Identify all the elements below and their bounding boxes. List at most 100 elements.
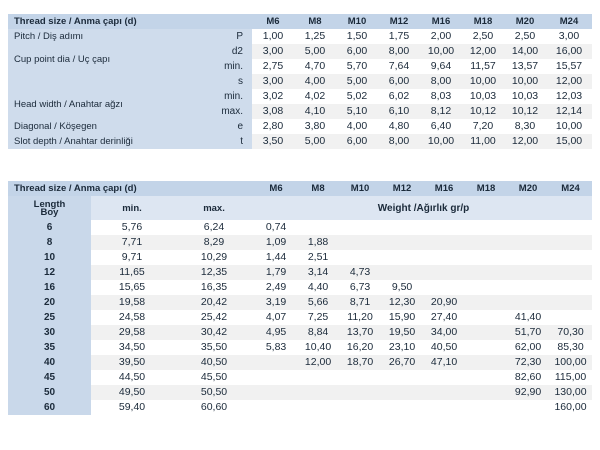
spec-value: 6,10 xyxy=(378,104,420,119)
spec-value: 5,00 xyxy=(294,134,336,149)
spec-value: 4,80 xyxy=(378,119,420,134)
weight-thread-size-header-M12: M12 xyxy=(381,181,424,196)
thread-table-bottom-rule xyxy=(8,149,592,151)
length-min-value: 9,71 xyxy=(91,250,173,265)
spec-value: 5,02 xyxy=(336,89,378,104)
spec-value: 8,30 xyxy=(504,119,546,134)
spec-value: 5,00 xyxy=(336,74,378,89)
length-header: Length Boy xyxy=(8,196,91,220)
weight-value xyxy=(381,235,424,250)
spec-value: 10,12 xyxy=(504,104,546,119)
spec-value: 12,00 xyxy=(462,44,504,59)
spec-value: 10,00 xyxy=(546,119,592,134)
spec-value: 8,00 xyxy=(420,74,462,89)
thread-table-row: min. 2,75 4,70 5,70 7,64 9,64 11,57 13,57 15,57 xyxy=(8,59,592,74)
weight-value: 2,51 xyxy=(297,250,340,265)
weight-value xyxy=(297,385,340,400)
length-value: 25 xyxy=(8,310,91,325)
spec-value: 3,50 xyxy=(252,134,294,149)
weight-value xyxy=(465,250,508,265)
weight-value xyxy=(339,235,382,250)
spec-value: 3,08 xyxy=(252,104,294,119)
weight-value: 4,07 xyxy=(255,310,298,325)
weight-value: 2,49 xyxy=(255,280,298,295)
spec-value: 11,00 xyxy=(462,134,504,149)
weight-value xyxy=(465,265,508,280)
weight-value xyxy=(423,280,466,295)
weight-value xyxy=(465,385,508,400)
weight-table-row: 16 15,65 16,35 2,49 4,40 6,73 9,50 xyxy=(8,280,593,295)
spec-value: 7,64 xyxy=(378,59,420,74)
weight-value: 130,00 xyxy=(549,385,593,400)
weight-table-row: 12 11,65 12,35 1,79 3,14 4,73 xyxy=(8,265,593,280)
spec-value: 6,02 xyxy=(378,89,420,104)
thread-table-row: Pitch / Diş adımı P 1,00 1,25 1,50 1,75 2,00 2,… xyxy=(8,29,592,44)
spec-label: Pitch / Diş adımı xyxy=(8,29,204,44)
spec-value: 6,40 xyxy=(420,119,462,134)
weight-value xyxy=(465,340,508,355)
spec-value: 2,75 xyxy=(252,59,294,74)
thread-size-header-M6: M6 xyxy=(252,14,294,29)
spec-value: 10,12 xyxy=(462,104,504,119)
spec-value: 15,00 xyxy=(546,134,592,149)
thread-table-row: Slot depth / Anahtar derinliği t 3,50 5,00 6… xyxy=(8,134,592,149)
weight-value xyxy=(381,250,424,265)
spec-value: 6,00 xyxy=(378,74,420,89)
weight-value: 9,50 xyxy=(381,280,424,295)
weight-value xyxy=(549,295,593,310)
weight-table-subheader-row: Length Boy min. max. Weight /Ağırlık gr/p xyxy=(8,196,593,220)
weight-value xyxy=(465,310,508,325)
spec-value: 16,00 xyxy=(546,44,592,59)
weight-thread-size-header-M8: M8 xyxy=(297,181,340,196)
weight-value xyxy=(339,370,382,385)
weight-value xyxy=(549,280,593,295)
spec-value: 2,80 xyxy=(252,119,294,134)
weight-value: 1,09 xyxy=(255,235,298,250)
spec-value: 12,00 xyxy=(504,134,546,149)
weight-value xyxy=(507,400,550,415)
weight-value: 10,40 xyxy=(297,340,340,355)
spec-value: 2,50 xyxy=(504,29,546,44)
weight-value xyxy=(549,250,593,265)
spec-value: 1,25 xyxy=(294,29,336,44)
weight-value xyxy=(465,370,508,385)
length-min-value: 7,71 xyxy=(91,235,173,250)
thread-dimensions-body: Thread size / Anma çapı (d) M6 M8 M10 M12 M16… xyxy=(8,14,592,151)
weight-value: 27,40 xyxy=(423,310,466,325)
length-value: 8 xyxy=(8,235,91,250)
weight-value: 18,70 xyxy=(339,355,382,370)
weight-value: 16,20 xyxy=(339,340,382,355)
length-value: 16 xyxy=(8,280,91,295)
weight-value xyxy=(507,220,550,235)
weight-value: 160,00 xyxy=(549,400,593,415)
length-max-value: 20,42 xyxy=(173,295,256,310)
weight-value xyxy=(423,235,466,250)
length-value: 60 xyxy=(8,400,91,415)
thread-size-header-M20: M20 xyxy=(504,14,546,29)
length-header-line1: Length xyxy=(33,198,66,210)
length-min-value: 29,58 xyxy=(91,325,173,340)
thread-table-row: s 3,00 4,00 5,00 6,00 8,00 10,00 10,00 12,00 xyxy=(8,74,592,89)
spec-value: 4,02 xyxy=(294,89,336,104)
weight-value xyxy=(297,220,340,235)
weight-value xyxy=(549,235,593,250)
weight-value: 82,60 xyxy=(507,370,550,385)
spec-value: 1,75 xyxy=(378,29,420,44)
length-max-value: 25,42 xyxy=(173,310,256,325)
spec-label-empty xyxy=(8,74,204,89)
spec-value: 5,10 xyxy=(336,104,378,119)
spec-value: 10,03 xyxy=(462,89,504,104)
spec-value: 11,57 xyxy=(462,59,504,74)
weight-value xyxy=(549,310,593,325)
spec-value: 6,00 xyxy=(336,134,378,149)
weight-value: 26,70 xyxy=(381,355,424,370)
thread-table-row: Cup point dia / Uç çapı d2 3,00 5,00 6,00 8,0… xyxy=(8,44,592,74)
thread-table-row: Diagonal / Köşegen e 2,80 3,80 4,00 4,80 6,40 7… xyxy=(8,119,592,134)
weight-value xyxy=(507,295,550,310)
weight-value: 4,40 xyxy=(297,280,340,295)
thread-table-row: max. 3,08 4,10 5,10 6,10 8,12 10,12 10,12 12,14 xyxy=(8,104,592,119)
weight-value xyxy=(423,400,466,415)
length-value: 40 xyxy=(8,355,91,370)
spec-value: 8,00 xyxy=(378,134,420,149)
weight-value xyxy=(255,400,298,415)
